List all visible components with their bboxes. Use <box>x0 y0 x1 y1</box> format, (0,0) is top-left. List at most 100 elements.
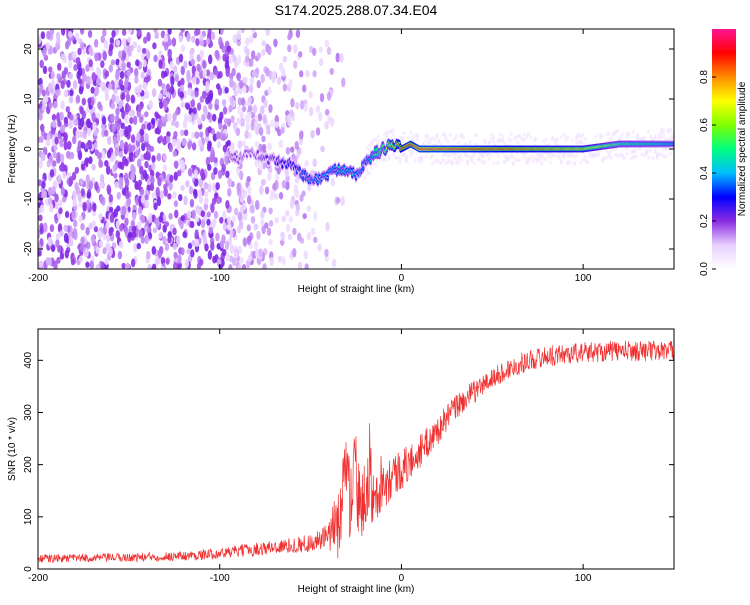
spectrogram-x-tick-label: 100 <box>575 273 592 284</box>
colorbar-tick-label: 0.4 <box>699 166 710 180</box>
spectrogram-cell <box>496 160 500 165</box>
spectrogram-cell <box>670 133 674 138</box>
spectrogram-cell <box>297 51 303 58</box>
spectrogram-cell <box>446 139 450 144</box>
spectrogram-cell <box>601 133 605 138</box>
spectrogram-cell <box>127 231 133 239</box>
spectrogram-cell <box>230 142 235 152</box>
spectrogram-cell <box>58 207 63 215</box>
spectrogram-cell <box>152 227 158 234</box>
spectrogram-cell <box>57 174 62 185</box>
spectrogram-cell <box>78 199 83 208</box>
spectrogram-cell <box>180 215 186 222</box>
spectrogram-cell <box>134 75 139 84</box>
spectrogram-cell <box>138 115 144 124</box>
spectrogram-cell <box>183 113 189 122</box>
spectrogram-cell <box>209 72 214 81</box>
spectrogram-cell <box>258 127 264 136</box>
spectrogram-cell <box>91 220 96 228</box>
spectrogram-cell <box>147 232 153 240</box>
spectrogram-cell <box>131 144 136 152</box>
spectrogram-cell <box>489 132 494 137</box>
spectrogram-cell <box>47 236 52 247</box>
spectrogram-cell <box>168 180 173 191</box>
spectrogram-cell <box>212 218 217 226</box>
spectrogram-cell <box>56 73 61 80</box>
spectrogram-cell <box>302 177 305 181</box>
spectrogram-cell <box>77 78 83 85</box>
spectrogram-cell <box>518 157 522 162</box>
spectrogram-cell <box>162 137 167 146</box>
spectrogram-cell <box>559 159 563 164</box>
spectrogram-cell <box>236 30 241 41</box>
spectrogram-cell <box>218 71 223 79</box>
spectrogram-cell <box>391 128 396 133</box>
spectrogram-cell <box>94 53 99 62</box>
spectrogram-cell <box>38 111 43 121</box>
spectrogram-cell <box>41 89 47 97</box>
spectrogram-cell <box>72 51 77 60</box>
spectrogram-cell <box>221 99 227 107</box>
spectrogram-cell <box>214 103 219 111</box>
spectrogram-cell <box>324 39 330 48</box>
spectrogram-cell <box>205 96 210 105</box>
spectrogram-cell <box>104 87 109 98</box>
spectrogram-cell <box>200 210 205 218</box>
spectrogram-cell <box>191 142 197 151</box>
spectrogram-cell <box>273 38 278 48</box>
spectrogram-cell <box>365 168 369 173</box>
spectrogram-cell <box>299 70 304 78</box>
spectrogram-cell <box>182 119 188 129</box>
spectrogram-cell <box>172 65 178 73</box>
spectrogram-cell <box>99 82 104 89</box>
spectrogram-cell <box>84 248 89 258</box>
spectrogram-cell <box>95 264 100 269</box>
spectrogram-cell <box>111 93 116 103</box>
spectrogram-cell <box>448 153 452 158</box>
spectrogram-cell <box>607 132 611 137</box>
spectrogram-cell <box>55 31 61 41</box>
spectrogram-cell <box>74 32 80 41</box>
spectrogram-cell <box>64 210 70 219</box>
spectrogram-cell <box>98 240 104 248</box>
spectrogram-cell <box>259 185 264 195</box>
spectrogram-cell <box>66 79 71 88</box>
spectrogram-cell <box>52 160 57 167</box>
spectrogram-cell <box>616 128 620 133</box>
spectrogram-cell <box>157 249 163 259</box>
snr-y-ticks: 0 100 200 300 400 <box>23 352 674 572</box>
spectrogram-cell <box>292 227 297 236</box>
spectrogram-cell <box>106 136 112 145</box>
spectrogram-cell <box>581 132 585 137</box>
spectrogram-cell <box>140 195 146 204</box>
spectrogram-cell <box>239 170 244 181</box>
spectrogram-cell <box>146 250 151 260</box>
spectrogram-cell <box>202 60 207 70</box>
spectrogram-cell <box>219 29 224 36</box>
spectrogram-cell <box>108 227 113 237</box>
spectrogram-cell <box>158 215 164 223</box>
spectrogram-cell <box>433 138 437 143</box>
spectrogram-cell <box>39 226 44 235</box>
spectrogram-cell <box>605 149 609 154</box>
spectrogram-y-tick-label: 20 <box>23 43 34 55</box>
spectrogram-cell <box>79 178 84 186</box>
spectrogram-cell <box>72 190 77 199</box>
spectrogram-cell <box>116 191 121 200</box>
spectrogram-cell <box>197 117 202 126</box>
spectrogram-cell <box>89 260 94 269</box>
spectrogram-cell <box>317 243 322 252</box>
spectrogram-cell <box>114 181 120 189</box>
spectrogram-cell <box>229 77 234 88</box>
spectrogram-cell <box>202 68 207 78</box>
spectrogram-cell <box>165 257 170 265</box>
spectrogram-cell <box>308 106 314 117</box>
spectrogram-cell <box>102 247 107 255</box>
spectrogram-cell <box>42 65 48 75</box>
spectrogram-cell <box>76 56 81 66</box>
spectrogram-cell <box>119 224 124 232</box>
spectrogram-cell <box>335 197 341 204</box>
spectrogram-cell <box>115 220 121 230</box>
spectrogram-cell <box>60 80 65 90</box>
